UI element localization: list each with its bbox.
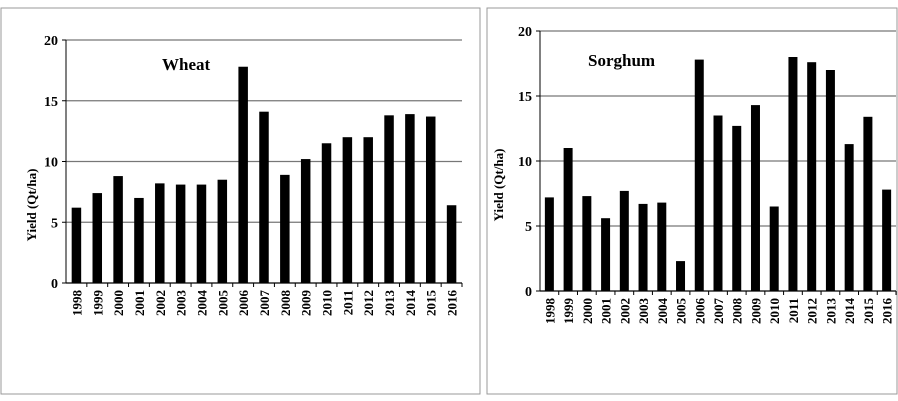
wheat-x-tick-label: 2000 bbox=[111, 290, 126, 316]
wheat-bar-2016 bbox=[446, 205, 457, 283]
wheat-bar-2012 bbox=[363, 137, 373, 283]
wheat-bar-1998 bbox=[71, 207, 82, 283]
sorghum-bar-2004 bbox=[657, 202, 667, 291]
sorghum-bar-2000 bbox=[582, 196, 592, 291]
wheat-bar-2007 bbox=[259, 111, 269, 283]
wheat-y-tick-label: 5 bbox=[51, 216, 58, 231]
wheat-y-tick-label: 15 bbox=[44, 95, 58, 110]
wheat-x-tick-label: 2010 bbox=[320, 290, 335, 316]
sorghum-bar-2005 bbox=[676, 261, 686, 291]
wheat-x-tick-label: 2004 bbox=[194, 290, 209, 317]
wheat-bar-2011 bbox=[342, 137, 353, 283]
wheat-bar-2009 bbox=[300, 159, 311, 283]
sorghum-x-tick-label: 2011 bbox=[786, 298, 801, 323]
wheat-bar-2008 bbox=[280, 174, 290, 283]
wheat-x-tick-label: 2011 bbox=[340, 290, 355, 315]
sorghum-x-tick-label: 2003 bbox=[636, 298, 651, 325]
wheat-bar-2010 bbox=[321, 143, 332, 283]
wheat-chart-frame bbox=[0, 7, 481, 395]
sorghum-bar-2008 bbox=[732, 125, 742, 292]
sorghum-x-tick-label: 2001 bbox=[599, 298, 614, 324]
wheat-x-tick-label: 2003 bbox=[174, 290, 189, 317]
wheat-chart: 0 5 10 15 20 1998 1999 2000 2001 2002 2003 2004 200… bbox=[24, 34, 463, 317]
sorghum-chart: 0 5 10 15 20 1998 1999 2000 2001 2002 2003 2004 200… bbox=[491, 25, 897, 325]
wheat-bar-2015 bbox=[425, 116, 436, 283]
sorghum-bar-2012 bbox=[807, 62, 817, 292]
wheat-x-tick-label: 1998 bbox=[69, 290, 84, 317]
wheat-y-tick-label: 20 bbox=[44, 34, 58, 49]
sorghum-x-tick-label: 2013 bbox=[823, 298, 838, 325]
wheat-bar-2002 bbox=[155, 183, 165, 283]
wheat-bar-1999 bbox=[92, 193, 103, 283]
sorghum-bar-2011 bbox=[788, 57, 798, 291]
wheat-x-tick-label: 2006 bbox=[236, 290, 251, 317]
sorghum-x-tick-label: 2008 bbox=[730, 298, 745, 325]
wheat-x-tick-label: 1999 bbox=[90, 290, 105, 317]
sorghum-bar-2015 bbox=[863, 116, 873, 291]
wheat-bar-2014 bbox=[405, 114, 415, 284]
sorghum-x-tick-label: 2015 bbox=[861, 298, 876, 325]
sorghum-x-tick-label: 2002 bbox=[617, 298, 632, 324]
sorghum-x-tick-label: 1998 bbox=[542, 298, 557, 325]
sorghum-bar-2007 bbox=[713, 115, 723, 291]
sorghum-y-tick-label: 0 bbox=[525, 285, 532, 300]
wheat-bar-2003 bbox=[175, 184, 186, 283]
sorghum-chart-title: Sorghum bbox=[588, 51, 655, 70]
wheat-bar-2005 bbox=[217, 179, 228, 283]
sorghum-x-tick-label: 2005 bbox=[674, 298, 689, 325]
wheat-x-tick-label: 2015 bbox=[424, 290, 439, 317]
sorghum-x-tick-label: 2012 bbox=[805, 298, 820, 324]
sorghum-bar-2003 bbox=[638, 203, 648, 291]
wheat-x-tick-label: 2012 bbox=[361, 290, 376, 316]
wheat-bar-2001 bbox=[134, 197, 144, 283]
wheat-chart-title: Wheat bbox=[162, 55, 211, 74]
sorghum-y-axis-label: Yield (Qt/ha) bbox=[491, 149, 506, 222]
sorghum-x-tick-label: 2007 bbox=[711, 298, 726, 325]
sorghum-chart-frame bbox=[486, 7, 898, 395]
wheat-bar-2013 bbox=[384, 115, 394, 283]
sorghum-bar-2009 bbox=[750, 105, 760, 291]
sorghum-x-tick-label: 2016 bbox=[880, 298, 895, 325]
wheat-x-tick-label: 2016 bbox=[445, 290, 460, 317]
sorghum-bar-2014 bbox=[844, 144, 854, 291]
wheat-x-tick-label: 2005 bbox=[215, 290, 230, 317]
sorghum-x-tick-label: 2010 bbox=[767, 298, 782, 324]
wheat-x-tick-label: 2002 bbox=[153, 290, 168, 316]
sorghum-y-tick-label: 5 bbox=[525, 220, 532, 235]
wheat-y-tick-label: 0 bbox=[51, 277, 58, 292]
wheat-x-tick-label: 2008 bbox=[278, 290, 293, 317]
wheat-y-tick-label: 10 bbox=[44, 156, 58, 171]
sorghum-x-tick-label: 2004 bbox=[655, 298, 670, 325]
wheat-x-tick-label: 2007 bbox=[257, 290, 272, 317]
sorghum-bar-2016 bbox=[882, 189, 892, 291]
wheat-x-tick-label: 2013 bbox=[382, 290, 397, 317]
wheat-x-tick-label: 2009 bbox=[299, 290, 314, 317]
wheat-x-tick-label: 2001 bbox=[132, 290, 147, 316]
wheat-x-tick-label: 2014 bbox=[403, 290, 418, 317]
sorghum-bar-1999 bbox=[563, 148, 573, 291]
sorghum-y-tick-label: 15 bbox=[518, 90, 532, 105]
sorghum-bar-1998 bbox=[544, 197, 554, 291]
sorghum-y-tick-label: 20 bbox=[518, 25, 532, 40]
sorghum-y-tick-label: 10 bbox=[518, 155, 532, 170]
sorghum-bar-2002 bbox=[619, 190, 629, 291]
wheat-bar-2006 bbox=[238, 66, 248, 283]
sorghum-bar-2001 bbox=[601, 218, 611, 291]
sorghum-x-tick-label: 2014 bbox=[842, 298, 857, 325]
sorghum-x-tick-label: 2000 bbox=[580, 298, 595, 324]
sorghum-x-tick-label: 2006 bbox=[692, 298, 707, 325]
wheat-y-axis-label: Yield (Qt/ha) bbox=[24, 169, 39, 242]
sorghum-x-tick-label: 1999 bbox=[561, 298, 576, 325]
wheat-bar-2004 bbox=[196, 184, 207, 283]
wheat-bar-2000 bbox=[113, 176, 123, 283]
sorghum-bar-2013 bbox=[825, 70, 835, 291]
sorghum-bar-2006 bbox=[694, 59, 704, 291]
sorghum-bar-2010 bbox=[769, 206, 779, 291]
sorghum-x-tick-label: 2009 bbox=[748, 298, 763, 325]
